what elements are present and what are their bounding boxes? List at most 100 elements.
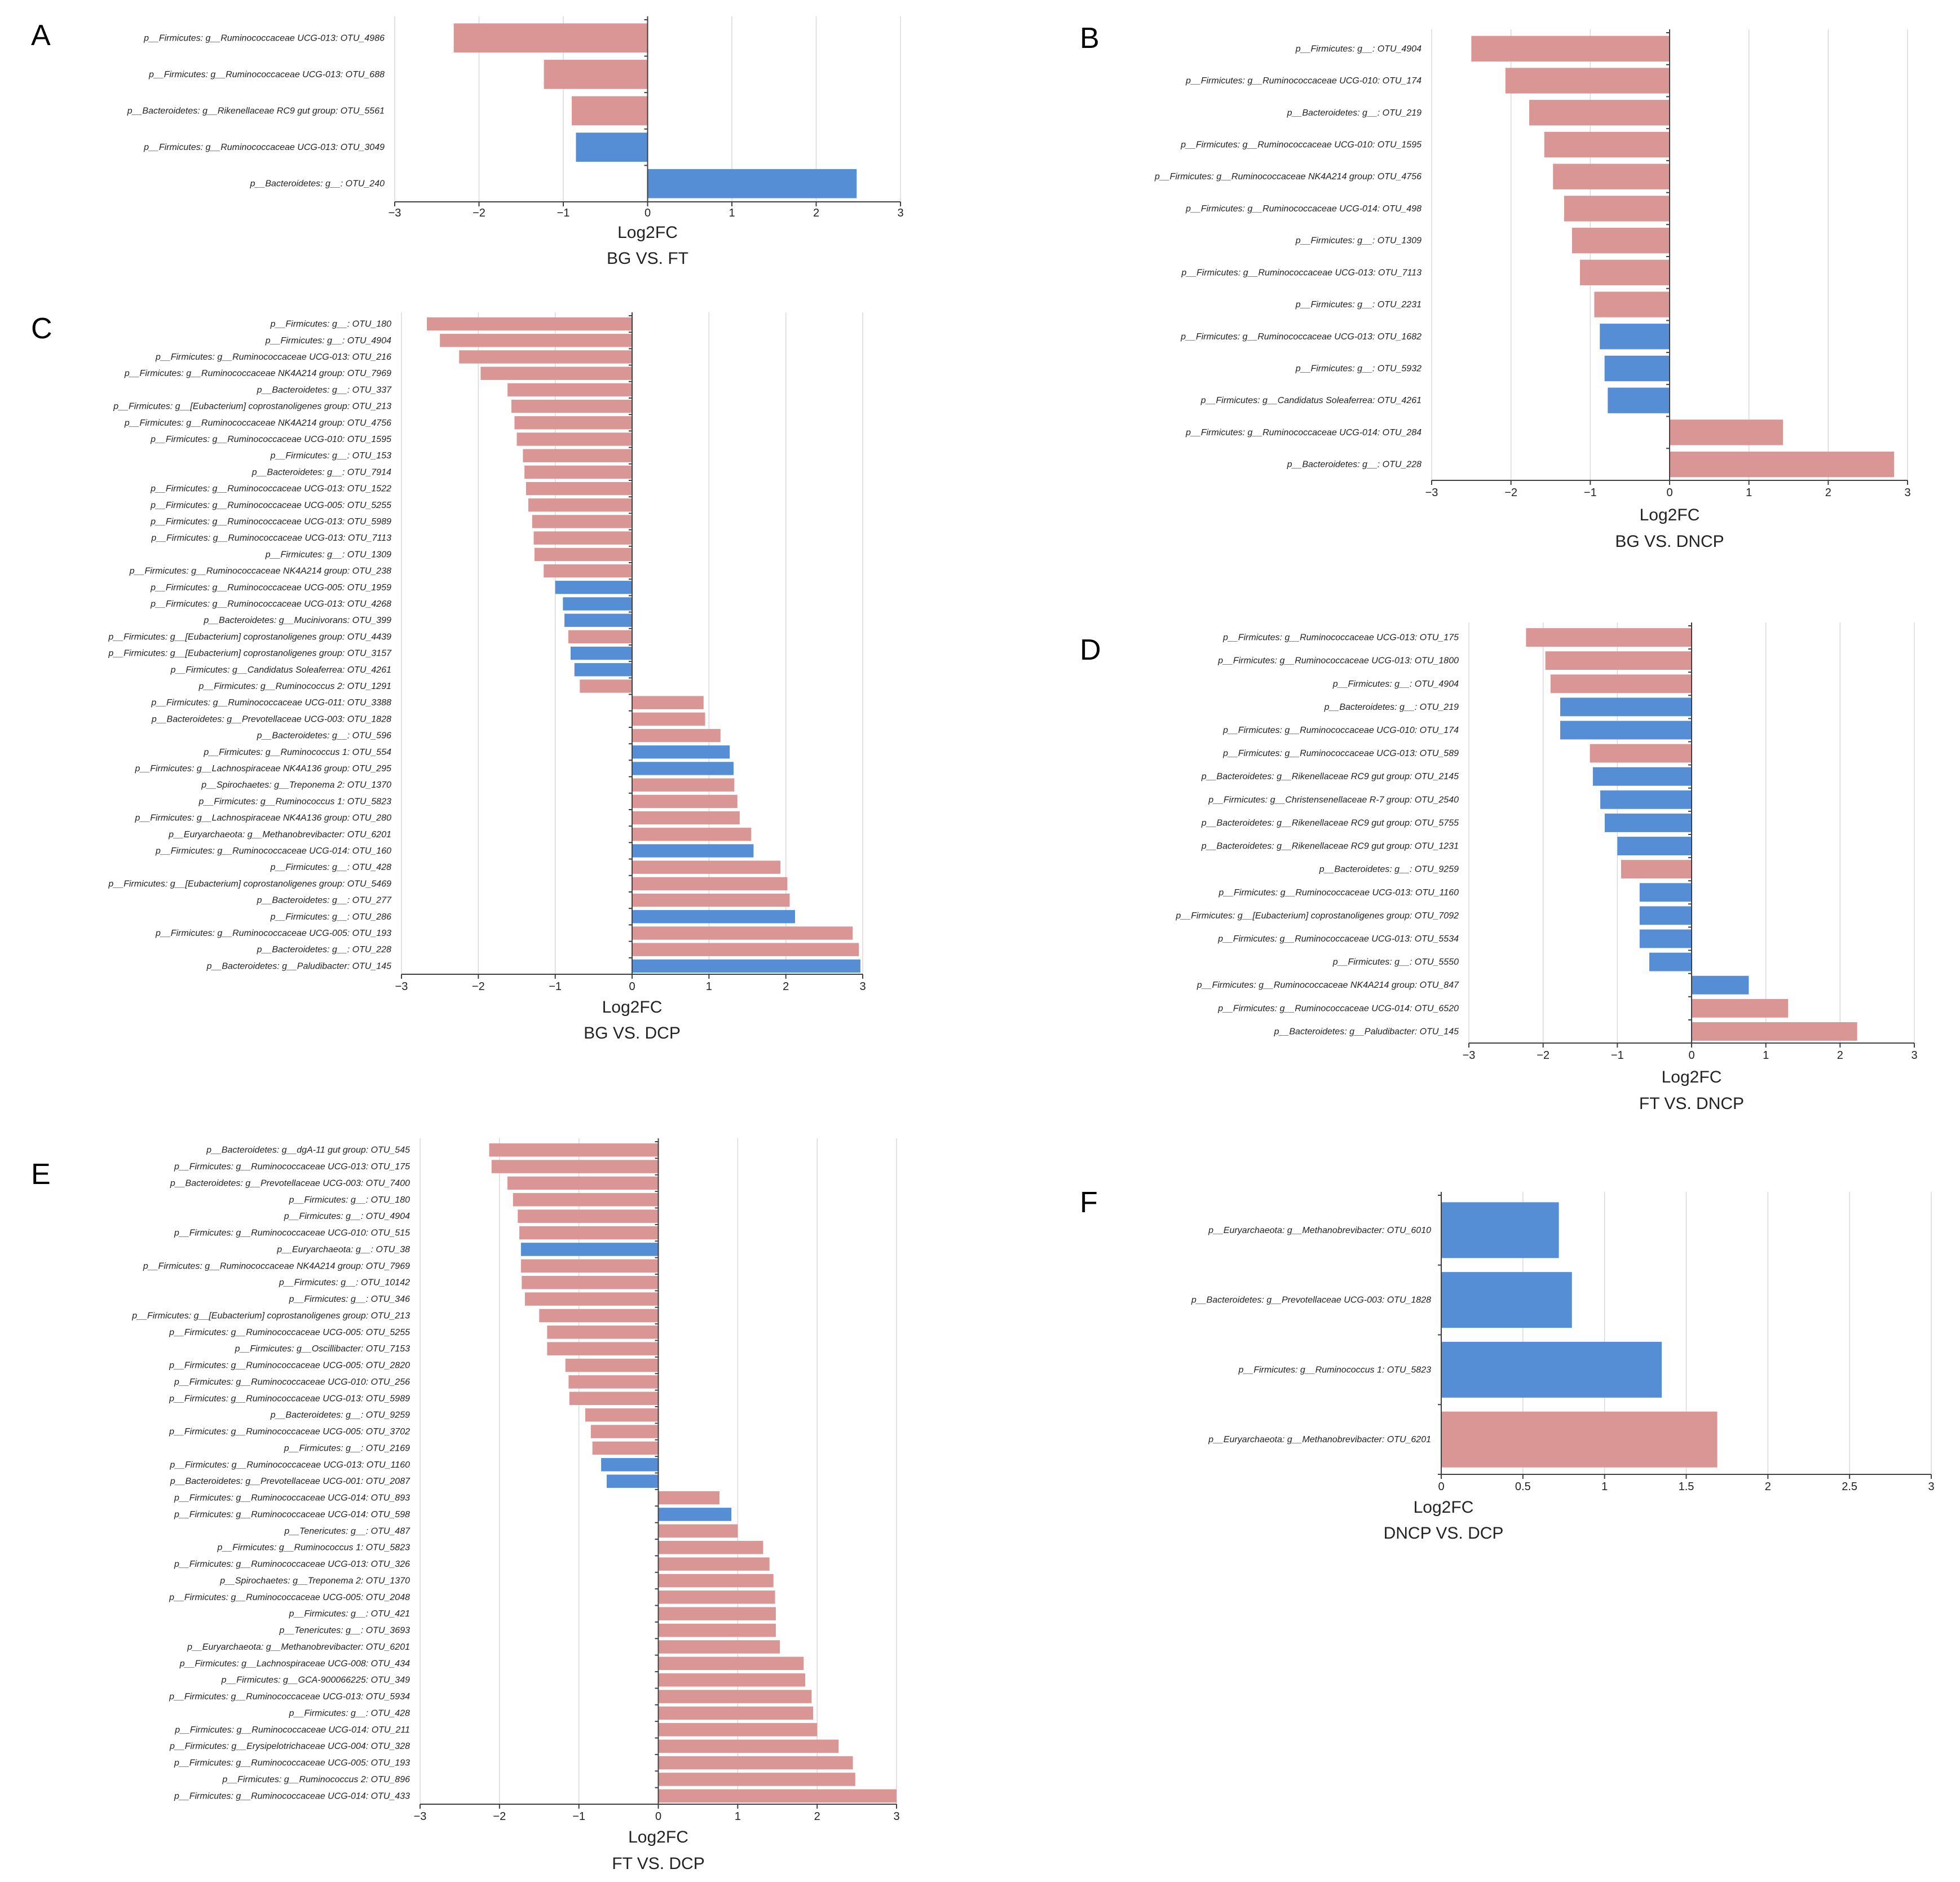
bar [1608,387,1670,413]
bar [555,581,632,594]
bar [1526,628,1692,647]
bar [1560,721,1692,740]
category-label: p__Bacteroidetes: g__Prevotellaceae UCG-… [151,714,391,724]
category-label: p__Spirochaetes: g__Treponema 2: OTU_137… [201,780,391,790]
bar [519,1226,659,1240]
category-label: p__Firmicutes: g__: OTU_5932 [1295,364,1422,374]
bar [524,465,632,479]
bar [658,1540,763,1554]
bar [658,1723,818,1737]
x-tick-label: 2 [1765,1481,1771,1493]
comparison-title: FT VS. DNCP [1639,1094,1744,1113]
category-label: p__Firmicutes: g__Ruminococcaceae UCG-00… [155,929,391,938]
bar [507,1176,659,1190]
bar [658,1739,839,1753]
category-label: p__Firmicutes: g__Ruminococcaceae UCG-01… [1185,76,1422,86]
category-label: p__Firmicutes: g__: OTU_10142 [279,1278,410,1288]
category-label: p__Firmicutes: g__Ruminococcaceae UCG-01… [1217,934,1459,944]
category-label: p__Firmicutes: g__Ruminococcaceae NK4A21… [143,1261,410,1271]
bar [590,1425,659,1438]
category-label: p__Firmicutes: g__Ruminococcaceae UCG-01… [143,33,385,43]
x-tick-label: 1 [1601,1481,1608,1493]
bar [569,1391,659,1406]
panel-e: Ep__Bacteroidetes: g__dgA-11 gut group: … [31,1138,900,1873]
category-label: p__Bacteroidetes: g__: OTU_7914 [251,467,391,477]
x-tick-label: 0 [655,1810,661,1823]
category-label: p__Bacteroidetes: g__: OTU_9259 [270,1411,410,1420]
bar [632,762,734,775]
x-axis-label: Log2FC [602,998,663,1017]
bar [524,1292,659,1306]
bar [658,1557,770,1571]
x-tick-label: 3 [1904,487,1910,499]
category-label: p__Bacteroidetes: g__Rikenellaceae RC9 g… [127,107,385,116]
bar [658,1690,812,1703]
category-label: p__Firmicutes: g__Ruminococcaceae UCG-00… [150,583,391,593]
category-label: p__Firmicutes: g__Ruminococcus 1: OTU_58… [198,797,392,806]
bar [1441,1341,1662,1398]
category-label: p__Firmicutes: g__Lachnospiraceae UCG-00… [179,1659,410,1668]
category-label: p__Firmicutes: g__: OTU_5550 [1332,957,1459,967]
x-tick-label: 1.5 [1679,1481,1694,1493]
category-label: p__Firmicutes: g__: OTU_2231 [1295,300,1422,310]
category-label: p__Firmicutes: g__Candidatus Soleaferrea… [1200,396,1422,405]
category-label: p__Firmicutes: g__: OTU_180 [270,320,391,329]
x-tick-label: 2 [814,1810,820,1823]
category-label: p__Firmicutes: g__Ruminococcaceae UCG-01… [150,484,391,494]
bar [1692,999,1789,1018]
x-tick-label: 2 [783,980,789,993]
bar [576,132,648,162]
bar [544,564,632,578]
x-tick-label: −1 [572,1810,585,1823]
category-label: p__Firmicutes: g__Erysipelotrichaceae UC… [169,1742,410,1751]
bar [491,1160,659,1173]
category-label: p__Firmicutes: g__Ruminococcus 2: OTU_89… [222,1775,410,1784]
category-label: p__Euryarchaeota: g__Methanobrevibacter:… [1208,1226,1431,1235]
bar [489,1143,659,1157]
bar [580,679,632,693]
bar [1592,767,1692,786]
x-axis-label: Log2FC [1662,1068,1722,1086]
bar [522,1275,659,1289]
bar [1639,906,1692,925]
category-label: p__Firmicutes: g__[Eubacterium] coprosta… [108,879,391,889]
category-label: p__Firmicutes: g__Ruminococcaceae UCG-01… [148,70,385,79]
bar [658,1789,897,1803]
bar [539,1309,659,1323]
x-tick-label: 3 [893,1810,899,1823]
bar [523,449,632,462]
comparison-title: BG VS. DCP [584,1024,681,1042]
category-label: p__Firmicutes: g__: OTU_1309 [1295,236,1422,246]
bar [1621,860,1692,879]
category-label: p__Bacteroidetes: g__: OTU_9259 [1319,865,1459,874]
x-tick-label: 0 [644,207,651,219]
category-label: p__Firmicutes: g__Christensenellaceae R-… [1208,795,1459,805]
bar [601,1458,659,1472]
category-label: p__Firmicutes: g__Ruminococcaceae UCG-01… [150,517,391,527]
x-axis-label: Log2FC [1414,1498,1474,1517]
bar [513,1193,659,1207]
category-label: p__Bacteroidetes: g__Rikenellaceae RC9 g… [1201,772,1459,781]
bar [571,96,648,126]
x-tick-label: 1 [706,980,712,993]
bar [526,481,632,496]
category-label: p__Firmicutes: g__Candidatus Soleaferrea… [170,665,391,675]
x-tick-label: 0 [1438,1481,1444,1493]
category-label: p__Euryarchaeota: g__Methanobrevibacter:… [187,1642,410,1652]
x-tick-label: 1 [1746,487,1752,499]
bar [658,1706,814,1720]
bar [1441,1202,1559,1258]
bar [632,728,721,743]
x-tick-label: 0 [1688,1049,1694,1062]
bar [574,663,632,677]
bar [1692,1022,1857,1041]
bar [1550,674,1692,693]
bar [1441,1272,1572,1328]
x-tick-label: −3 [389,207,401,219]
x-tick-label: 2 [1837,1049,1843,1062]
x-tick-label: −2 [1537,1049,1550,1062]
category-label: p__Bacteroidetes: g__: OTU_228 [257,945,391,955]
bar [520,1243,659,1256]
